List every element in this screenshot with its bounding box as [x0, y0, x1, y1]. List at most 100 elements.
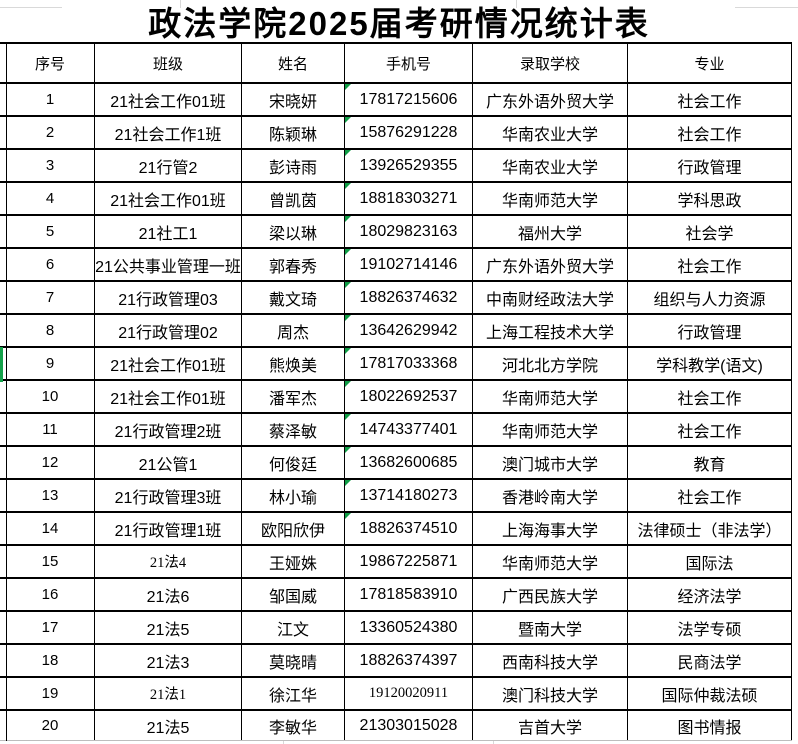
cell-major[interactable]: 社会工作	[628, 84, 792, 115]
cell-school[interactable]: 河北北方学院	[473, 348, 628, 379]
cell-school[interactable]: 华南师范大学	[473, 546, 628, 577]
cell-phone[interactable]: 18826374632	[345, 282, 473, 313]
cell-phone[interactable]: 21303015028	[345, 711, 473, 740]
cell-school[interactable]: 广东外语外贸大学	[473, 84, 628, 115]
cell-no[interactable]: 7	[0, 282, 95, 313]
cell-class[interactable]: 21法5	[95, 711, 242, 740]
cell-major[interactable]: 法学专硕	[628, 612, 792, 643]
cell-name[interactable]: 蔡泽敏	[242, 414, 345, 445]
cell-name[interactable]: 潘军杰	[242, 381, 345, 412]
cell-school[interactable]: 广西民族大学	[473, 579, 628, 610]
cell-no[interactable]: 5	[0, 216, 95, 247]
cell-major[interactable]: 经济法学	[628, 579, 792, 610]
cell-no[interactable]: 12	[0, 447, 95, 478]
cell-major[interactable]: 民商法学	[628, 645, 792, 676]
cell-class[interactable]: 21公共事业管理一班	[95, 249, 242, 280]
cell-phone[interactable]: 18029823163	[345, 216, 473, 247]
cell-major[interactable]: 教育	[628, 447, 792, 478]
header-cell-class[interactable]: 班级	[95, 44, 242, 82]
cell-phone[interactable]: 19102714146	[345, 249, 473, 280]
cell-major[interactable]: 社会工作	[628, 414, 792, 445]
cell-phone[interactable]: 18826374397	[345, 645, 473, 676]
cell-school[interactable]: 香港岭南大学	[473, 480, 628, 511]
cell-phone[interactable]: 19120020911	[345, 678, 473, 709]
cell-name[interactable]: 陈颖琳	[242, 117, 345, 148]
cell-school[interactable]: 福州大学	[473, 216, 628, 247]
cell-major[interactable]: 社会学	[628, 216, 792, 247]
cell-major[interactable]: 国际法	[628, 546, 792, 577]
cell-major[interactable]: 图书情报	[628, 711, 792, 740]
cell-school[interactable]: 吉首大学	[473, 711, 628, 740]
cell-phone[interactable]: 14743377401	[345, 414, 473, 445]
cell-phone[interactable]: 13360524380	[345, 612, 473, 643]
cell-school[interactable]: 上海工程技术大学	[473, 315, 628, 346]
header-cell-major[interactable]: 专业	[628, 44, 792, 82]
cell-no[interactable]: 3	[0, 150, 95, 181]
cell-no[interactable]: 8	[0, 315, 95, 346]
cell-phone[interactable]: 13926529355	[345, 150, 473, 181]
cell-school[interactable]: 中南财经政法大学	[473, 282, 628, 313]
cell-no[interactable]: 9	[0, 348, 95, 379]
cell-class[interactable]: 21社会工作01班	[95, 84, 242, 115]
cell-no[interactable]: 6	[0, 249, 95, 280]
cell-class[interactable]: 21行政管理02	[95, 315, 242, 346]
cell-phone[interactable]: 13642629942	[345, 315, 473, 346]
cell-name[interactable]: 曾凯茵	[242, 183, 345, 214]
cell-name[interactable]: 熊焕美	[242, 348, 345, 379]
cell-name[interactable]: 莫晓晴	[242, 645, 345, 676]
cell-class[interactable]: 21法5	[95, 612, 242, 643]
cell-no[interactable]: 11	[0, 414, 95, 445]
cell-phone[interactable]: 15876291228	[345, 117, 473, 148]
cell-phone[interactable]: 18022692537	[345, 381, 473, 412]
header-cell-name[interactable]: 姓名	[242, 44, 345, 82]
cell-major[interactable]: 学科教学(语文)	[628, 348, 792, 379]
cell-major[interactable]: 法律硕士（非法学）	[628, 513, 792, 544]
cell-name[interactable]: 何俊廷	[242, 447, 345, 478]
cell-school[interactable]: 澳门科技大学	[473, 678, 628, 709]
cell-class[interactable]: 21社会工作01班	[95, 348, 242, 379]
cell-school[interactable]: 华南农业大学	[473, 117, 628, 148]
cell-no[interactable]: 13	[0, 480, 95, 511]
cell-no[interactable]: 14	[0, 513, 95, 544]
cell-name[interactable]: 梁以琳	[242, 216, 345, 247]
cell-no[interactable]: 2	[0, 117, 95, 148]
cell-major[interactable]: 行政管理	[628, 315, 792, 346]
header-cell-phone[interactable]: 手机号	[345, 44, 473, 82]
cell-class[interactable]: 21社会工作1班	[95, 117, 242, 148]
header-cell-no[interactable]: 序号	[0, 44, 95, 82]
cell-phone[interactable]: 13714180273	[345, 480, 473, 511]
cell-name[interactable]: 徐江华	[242, 678, 345, 709]
cell-phone[interactable]: 19867225871	[345, 546, 473, 577]
cell-name[interactable]: 欧阳欣伊	[242, 513, 345, 544]
cell-class[interactable]: 21行政管理2班	[95, 414, 242, 445]
cell-class[interactable]: 21法3	[95, 645, 242, 676]
cell-school[interactable]: 暨南大学	[473, 612, 628, 643]
cell-name[interactable]: 彭诗雨	[242, 150, 345, 181]
cell-class[interactable]: 21行政管理1班	[95, 513, 242, 544]
cell-school[interactable]: 上海海事大学	[473, 513, 628, 544]
cell-major[interactable]: 学科思政	[628, 183, 792, 214]
cell-name[interactable]: 周杰	[242, 315, 345, 346]
cell-school[interactable]: 华南农业大学	[473, 150, 628, 181]
cell-no[interactable]: 20	[0, 711, 95, 740]
cell-school[interactable]: 华南师范大学	[473, 183, 628, 214]
cell-major[interactable]: 组织与人力资源	[628, 282, 792, 313]
cell-name[interactable]: 郭春秀	[242, 249, 345, 280]
cell-no[interactable]: 4	[0, 183, 95, 214]
cell-major[interactable]: 社会工作	[628, 117, 792, 148]
cell-no[interactable]: 17	[0, 612, 95, 643]
table-title-cell[interactable]: 政法学院2025届考研情况统计表	[0, 0, 798, 42]
cell-class[interactable]: 21行政管理03	[95, 282, 242, 313]
cell-class[interactable]: 21法4	[95, 546, 242, 577]
cell-class[interactable]: 21社工1	[95, 216, 242, 247]
cell-major[interactable]: 国际仲裁法硕	[628, 678, 792, 709]
header-cell-school[interactable]: 录取学校	[473, 44, 628, 82]
cell-no[interactable]: 19	[0, 678, 95, 709]
cell-name[interactable]: 王娅姝	[242, 546, 345, 577]
cell-major[interactable]: 社会工作	[628, 249, 792, 280]
cell-no[interactable]: 16	[0, 579, 95, 610]
cell-phone[interactable]: 17818583910	[345, 579, 473, 610]
cell-class[interactable]: 21社会工作01班	[95, 381, 242, 412]
cell-school[interactable]: 澳门城市大学	[473, 447, 628, 478]
cell-phone[interactable]: 17817215606	[345, 84, 473, 115]
